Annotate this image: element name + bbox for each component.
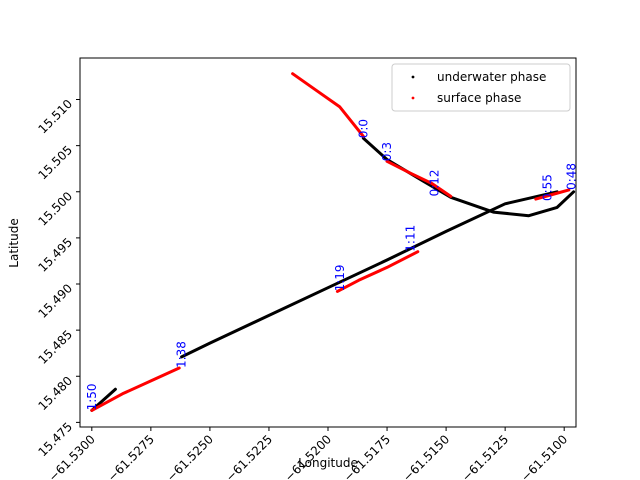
x-tick-label: −61.5250 [164,432,216,480]
time-annotation: 0:3 [380,142,394,161]
legend: underwater phase surface phase [391,63,571,112]
time-annotation: 0:0 [356,119,370,138]
legend-marker-surface [411,96,415,100]
time-annotation: 1:50 [85,383,99,410]
series-1 [90,72,571,412]
x-axis-label: Longitude [298,456,358,470]
x-tick-label: −61.5275 [105,432,157,480]
track-segment-1-3 [335,250,420,293]
time-annotation: 0:55 [541,174,555,201]
x-tick-label: −61.5125 [459,432,511,480]
x-tick-label: −61.5225 [223,432,275,480]
legend-label-surface: surface phase [437,91,521,105]
x-tick-label: −61.5150 [400,432,452,480]
y-tick-label: 15.495 [36,235,76,275]
y-tick-label: 15.480 [36,374,76,414]
y-tick-label: 15.500 [36,189,76,229]
time-annotation: 1:19 [333,264,347,291]
legend-marker-underwater [411,75,415,79]
time-annotation: 1:11 [404,225,418,252]
legend-label-underwater: underwater phase [437,70,546,84]
time-annotation: 0:12 [427,169,441,196]
legend-box [391,63,571,112]
annotation-layer: 0:0 0:3 0:12 0:55 0:48 1:11 1:19 1:38 1:50 [85,119,578,410]
y-axis-ticks: 15.47515.48015.48515.49015.49515.50015.5… [36,97,80,459]
track-segment-1-1 [385,159,453,198]
y-tick-label: 15.505 [36,143,76,183]
series-layer [90,72,576,412]
x-tick-label: −61.5100 [518,432,570,480]
y-axis-label: Latitude [7,218,21,267]
track-segment-1-2 [534,188,571,201]
plot-frame [79,57,577,428]
track-segment-1-0 [291,72,365,138]
plot-background [80,58,576,427]
track-segment-1-4 [90,366,181,412]
x-axis-ticks: −61.5300 −61.5275 −61.5250 −61.5225 −61.5200… [46,427,570,480]
time-annotation: 1:38 [175,341,189,368]
y-tick-label: 15.485 [36,327,76,367]
time-annotation: 0:48 [564,163,578,190]
track-segment-0-1 [180,190,559,359]
y-tick-label: 15.490 [36,281,76,321]
y-tick-label: 15.510 [36,97,76,137]
